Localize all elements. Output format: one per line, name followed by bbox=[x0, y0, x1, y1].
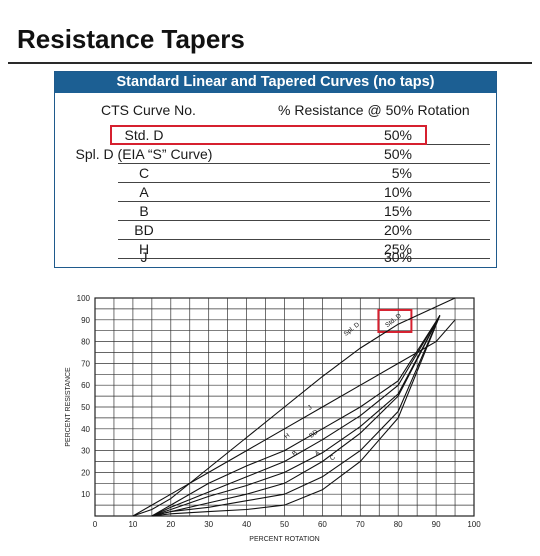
series-line-j bbox=[151, 315, 441, 517]
table-row: H 25% bbox=[55, 240, 496, 259]
x-axis-label: PERCENT ROTATION bbox=[249, 536, 319, 543]
y-tick-label: 30 bbox=[81, 447, 90, 456]
row-divider bbox=[118, 258, 490, 259]
series-line-std-d bbox=[132, 319, 456, 517]
y-tick-label: 90 bbox=[81, 316, 90, 325]
title-divider bbox=[8, 62, 532, 64]
series-line-spl-d bbox=[132, 297, 456, 517]
x-tick-label: 60 bbox=[318, 520, 327, 529]
row-divider bbox=[118, 182, 490, 183]
std-d-chart-highlight bbox=[377, 308, 413, 333]
x-tick-label: 70 bbox=[356, 520, 365, 529]
series-label: A bbox=[314, 449, 322, 458]
series-line-h bbox=[151, 315, 441, 517]
resistance-cell: 25% bbox=[383, 241, 412, 257]
resistance-cell: 50% bbox=[383, 146, 412, 162]
x-tick-label: 40 bbox=[242, 520, 251, 529]
table-row: C 5% bbox=[55, 164, 496, 183]
std-d-highlight-box bbox=[110, 125, 427, 145]
curve-cell: J bbox=[140, 249, 148, 265]
y-axis-label: PERCENT RESISTANCE bbox=[65, 367, 72, 447]
taper-chart: 0 10 20 30 40 50 60 70 80 90 100 10 20 30 40 50 60 70 80 90… bbox=[65, 294, 481, 543]
y-tick-label: 40 bbox=[81, 425, 90, 434]
curve-cell: Spl. D (EIA “S” Curve) bbox=[75, 146, 213, 162]
table-row: Spl. D (EIA “S” Curve) 50% bbox=[55, 145, 496, 164]
resistance-cell: 30% bbox=[383, 249, 412, 265]
series-label: C bbox=[329, 454, 337, 463]
x-tick-label: 50 bbox=[280, 520, 289, 529]
x-tick-label: 0 bbox=[93, 520, 98, 529]
series-label: J bbox=[307, 404, 314, 412]
row-divider bbox=[118, 201, 490, 202]
y-tick-label: 50 bbox=[81, 403, 90, 412]
curve-cell: B bbox=[139, 203, 149, 219]
table-title: Standard Linear and Tapered Curves (no t… bbox=[55, 72, 496, 93]
column-header-resistance: % Resistance @ 50% Rotation bbox=[278, 102, 470, 118]
x-tick-label: 100 bbox=[467, 520, 481, 529]
x-tick-label: 10 bbox=[128, 520, 137, 529]
row-divider bbox=[118, 220, 490, 221]
table-row: B 15% bbox=[55, 202, 496, 221]
table-row: BD 20% bbox=[55, 221, 496, 240]
resistance-cell: 5% bbox=[391, 165, 412, 181]
curve-cell: H bbox=[138, 241, 150, 257]
series-label: BD bbox=[308, 428, 320, 439]
y-tick-label: 80 bbox=[81, 338, 90, 347]
resistance-cell: 20% bbox=[383, 222, 412, 238]
y-tick-label: 100 bbox=[77, 294, 91, 303]
x-tick-label: 30 bbox=[204, 520, 213, 529]
y-tick-label: 10 bbox=[81, 490, 90, 499]
resistance-cell: 50% bbox=[383, 127, 412, 143]
curve-cell: A bbox=[139, 184, 149, 200]
column-header-curve: CTS Curve No. bbox=[101, 102, 196, 118]
series-line-a bbox=[151, 315, 441, 517]
x-tick-label: 80 bbox=[394, 520, 403, 529]
series-line-b bbox=[151, 315, 441, 517]
curve-cell: C bbox=[138, 165, 150, 181]
series-label: B bbox=[291, 450, 299, 458]
series-label: H bbox=[283, 432, 291, 441]
x-tick-label: 90 bbox=[432, 520, 441, 529]
curve-cell: Std. D bbox=[124, 127, 164, 143]
series-line-bd bbox=[151, 315, 441, 517]
resistance-cell: 10% bbox=[383, 184, 412, 200]
row-divider bbox=[118, 163, 490, 164]
x-tick-label: 20 bbox=[166, 520, 175, 529]
series-line-c bbox=[151, 315, 441, 517]
resistance-cell: 15% bbox=[383, 203, 412, 219]
table-row: J 30% bbox=[55, 248, 496, 267]
curve-cell: BD bbox=[134, 222, 154, 238]
table-row: A 10% bbox=[55, 183, 496, 202]
page-title: Resistance Tapers bbox=[17, 24, 245, 54]
y-tick-label: 70 bbox=[81, 359, 90, 368]
row-divider bbox=[118, 239, 490, 240]
curves-table: Standard Linear and Tapered Curves (no t… bbox=[54, 71, 497, 268]
y-tick-label: 60 bbox=[81, 381, 90, 390]
y-tick-label: 20 bbox=[81, 468, 90, 477]
